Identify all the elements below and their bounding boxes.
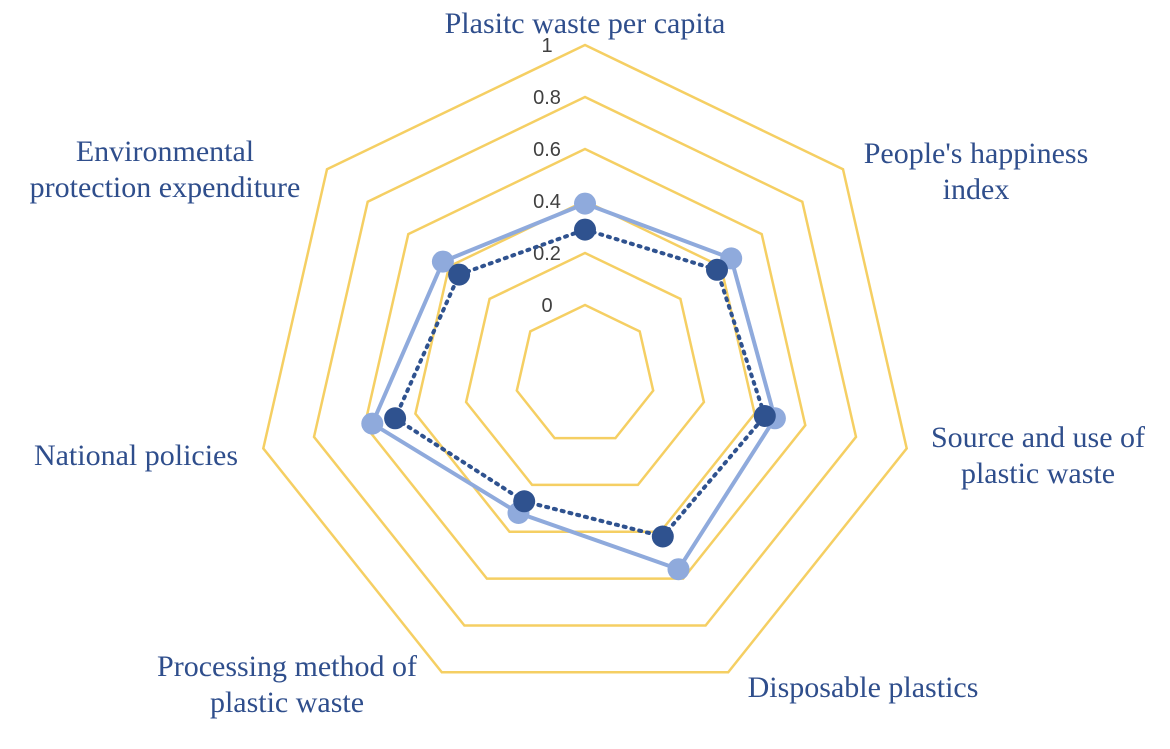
axis-label: Source and use of plastic waste bbox=[931, 421, 1145, 490]
series-1-point bbox=[384, 407, 407, 430]
grid-ring-1 bbox=[464, 251, 706, 487]
tick-label: 1 bbox=[541, 35, 552, 57]
series-1-point bbox=[574, 218, 596, 241]
series-0-point bbox=[431, 250, 454, 273]
series-0-point bbox=[574, 192, 596, 215]
axis-label: Environmental protection expenditure bbox=[30, 135, 301, 204]
grid-ring-3 bbox=[363, 147, 807, 580]
tick-label: 0.4 bbox=[533, 191, 561, 213]
radar-grid bbox=[261, 43, 909, 674]
grid-ring-5 bbox=[261, 43, 909, 674]
series-1-point bbox=[651, 525, 674, 548]
grid-ring-4 bbox=[312, 95, 858, 627]
tick-label: 0.8 bbox=[533, 87, 561, 109]
tick-label: 0.6 bbox=[533, 139, 561, 161]
axis-label: Processing method of plastic waste bbox=[157, 650, 417, 719]
series-line-1 bbox=[392, 227, 768, 539]
axis-label: Disposable plastics bbox=[748, 671, 979, 704]
grid-ring-2 bbox=[414, 199, 756, 534]
series-1-point bbox=[706, 258, 728, 281]
grid-ring-0 bbox=[515, 303, 655, 440]
tick-label: 0.2 bbox=[533, 243, 561, 265]
series-1-point bbox=[448, 263, 471, 286]
axis-label: National policies bbox=[34, 439, 238, 472]
series-0-point bbox=[667, 558, 690, 581]
radial-tick-labels: 0 0.2 0.4 0.6 0.8 1 bbox=[533, 35, 561, 317]
series-line-0 bbox=[369, 201, 778, 572]
axis-label: Plasitc waste per capita bbox=[445, 7, 726, 40]
series-layer bbox=[361, 192, 786, 581]
tick-label: 0 bbox=[541, 295, 552, 317]
series-1-point bbox=[513, 490, 536, 513]
series-1-point bbox=[753, 405, 776, 427]
axis-labels: Plasitc waste per capita People's happine… bbox=[30, 7, 1145, 719]
series-0-point bbox=[361, 412, 384, 435]
axis-label: People's happiness index bbox=[864, 137, 1089, 206]
